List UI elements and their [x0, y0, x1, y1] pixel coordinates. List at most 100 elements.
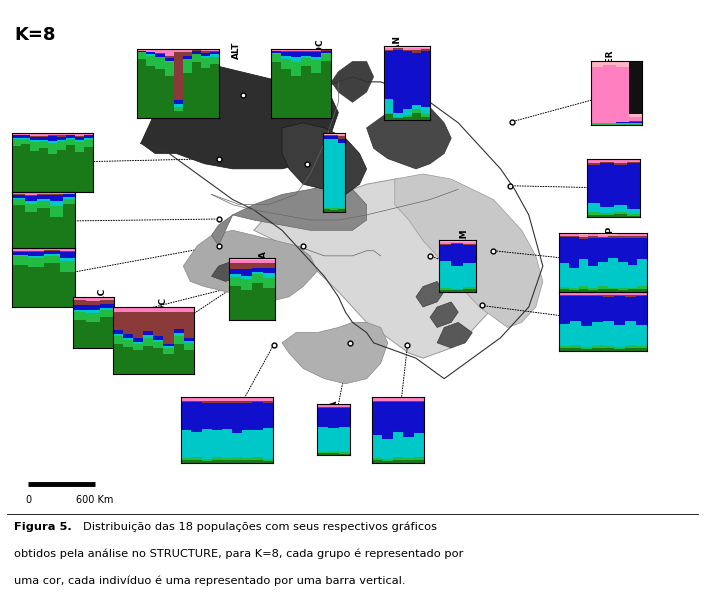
Bar	[414, 457, 424, 460]
Bar	[243, 403, 252, 431]
Bar	[393, 402, 403, 432]
Bar	[63, 203, 75, 250]
Bar	[569, 288, 579, 290]
Bar	[86, 310, 100, 313]
Bar	[133, 342, 143, 343]
Bar	[63, 194, 75, 197]
Bar	[281, 52, 291, 55]
Bar	[147, 52, 156, 54]
Bar	[191, 460, 202, 463]
Bar	[66, 145, 75, 192]
Bar	[100, 300, 114, 304]
Bar	[73, 309, 86, 312]
Bar	[12, 255, 28, 256]
Polygon shape	[416, 281, 444, 307]
Bar	[222, 458, 232, 461]
Bar	[200, 50, 209, 51]
Bar	[601, 164, 613, 208]
Polygon shape	[331, 61, 374, 102]
Bar	[154, 307, 164, 308]
Bar	[181, 397, 191, 398]
Bar	[12, 146, 21, 192]
Bar	[28, 258, 44, 267]
Bar	[412, 46, 421, 48]
Bar	[202, 396, 212, 397]
Bar	[403, 117, 412, 120]
Bar	[200, 49, 209, 50]
Bar	[579, 286, 589, 289]
Bar	[625, 295, 636, 297]
Bar	[579, 234, 589, 237]
Bar	[421, 46, 430, 48]
Bar	[143, 331, 154, 335]
Bar	[570, 295, 581, 296]
Bar	[63, 192, 75, 193]
Bar	[463, 245, 476, 262]
Bar	[252, 274, 264, 283]
Bar	[384, 51, 393, 99]
Bar	[154, 308, 164, 312]
Bar	[240, 259, 252, 264]
Bar	[57, 136, 66, 137]
Bar	[321, 61, 331, 118]
Bar	[412, 54, 421, 105]
Bar	[616, 122, 629, 123]
Bar	[252, 258, 264, 259]
Bar	[202, 398, 212, 401]
Bar	[12, 198, 25, 199]
Bar	[599, 234, 608, 237]
Bar	[281, 51, 291, 52]
Bar	[209, 49, 219, 51]
Bar	[28, 252, 44, 256]
Bar	[384, 46, 393, 48]
Bar	[28, 256, 44, 258]
Bar	[12, 136, 21, 138]
Bar	[451, 290, 463, 292]
Bar	[212, 397, 222, 398]
Bar	[147, 55, 156, 66]
Bar	[50, 201, 63, 206]
Bar	[603, 346, 614, 348]
Text: Distribuição das 18 populações com seus respectivos gráficos: Distribuição das 18 populações com seus …	[83, 522, 437, 532]
Bar	[291, 51, 302, 52]
Bar	[147, 66, 156, 118]
Bar	[412, 113, 421, 120]
Bar	[39, 148, 48, 192]
Bar	[302, 51, 312, 52]
Bar	[123, 308, 133, 312]
Bar	[599, 286, 608, 289]
Bar	[44, 250, 60, 251]
Bar	[263, 428, 273, 459]
Bar	[569, 290, 579, 292]
Bar	[21, 134, 30, 136]
Bar	[414, 402, 424, 433]
Bar	[164, 312, 173, 343]
Bar	[12, 265, 28, 307]
Bar	[281, 50, 291, 51]
Bar	[581, 349, 592, 350]
Bar	[403, 396, 414, 397]
Bar	[603, 65, 616, 123]
Bar	[328, 451, 339, 453]
Bar	[412, 50, 421, 54]
Bar	[232, 397, 243, 398]
Bar	[570, 296, 581, 321]
Bar	[382, 461, 393, 463]
Bar	[48, 134, 57, 136]
Bar	[403, 46, 412, 48]
Bar	[123, 337, 133, 340]
Bar	[312, 57, 321, 60]
Bar	[627, 159, 640, 161]
Bar	[240, 258, 252, 259]
Bar	[156, 57, 164, 70]
Bar	[25, 193, 37, 195]
Bar	[587, 212, 601, 215]
Bar	[173, 312, 184, 329]
Bar	[232, 457, 243, 460]
Bar	[50, 217, 63, 250]
Bar	[463, 242, 476, 243]
Bar	[393, 50, 403, 113]
Bar	[614, 325, 625, 347]
Bar	[412, 109, 421, 113]
Bar	[25, 203, 37, 212]
